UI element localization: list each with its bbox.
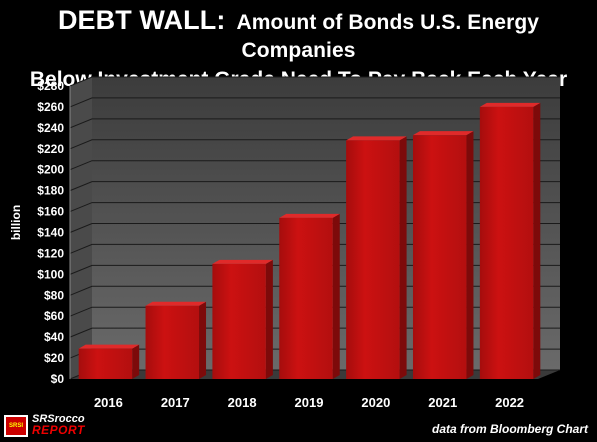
bar-2019 bbox=[279, 217, 333, 379]
y-axis-label: billion bbox=[9, 205, 23, 240]
y-tick-label: $0 bbox=[51, 372, 65, 386]
bar-top bbox=[479, 102, 541, 107]
bar-side bbox=[533, 102, 541, 379]
y-tick-label: $280 bbox=[37, 79, 64, 93]
bar-top bbox=[346, 136, 407, 141]
y-tick-label: $40 bbox=[44, 330, 64, 344]
bar-2022 bbox=[479, 106, 534, 379]
y-tick-label: $180 bbox=[37, 184, 64, 198]
x-tick-label: 2020 bbox=[361, 395, 390, 410]
srsrocco-logo: SRSI SRSrocco REPORT bbox=[4, 414, 120, 438]
y-tick-label: $140 bbox=[37, 226, 64, 240]
y-tick-label: $100 bbox=[37, 267, 64, 281]
bar-top bbox=[279, 213, 340, 218]
x-tick-label: 2022 bbox=[495, 395, 524, 410]
y-tick-label: $160 bbox=[37, 205, 64, 219]
bar-2021 bbox=[412, 135, 467, 379]
title-debt-wall: DEBT WALL: bbox=[57, 5, 226, 35]
x-tick-label: 2018 bbox=[228, 395, 257, 410]
bar-top bbox=[412, 131, 474, 136]
bar-side bbox=[265, 259, 273, 379]
logo-text: SRSrocco REPORT bbox=[32, 413, 85, 437]
title-line-1-text: Amount of Bonds U.S. Energy Companies bbox=[236, 11, 540, 62]
bar-2020 bbox=[346, 140, 400, 379]
x-tick-label: 2016 bbox=[94, 395, 123, 410]
bar-side bbox=[332, 213, 340, 379]
source-note: data from Bloomberg Chart bbox=[431, 422, 588, 436]
bar-2017 bbox=[145, 305, 200, 379]
x-tick-label: 2021 bbox=[428, 395, 457, 410]
bar-side bbox=[399, 136, 407, 379]
bar-side bbox=[466, 131, 474, 379]
y-tick-label: $260 bbox=[37, 100, 64, 114]
y-tick-label: $200 bbox=[37, 163, 64, 177]
gridline bbox=[69, 97, 560, 108]
y-tick-label: $120 bbox=[37, 246, 64, 260]
y-tick-label: $80 bbox=[44, 288, 64, 302]
bar-2018 bbox=[212, 263, 266, 379]
bar-2016 bbox=[78, 348, 133, 379]
y-tick-label: $60 bbox=[44, 309, 64, 323]
bar-top bbox=[145, 301, 207, 306]
x-tick-label: 2017 bbox=[161, 395, 190, 410]
bar-top bbox=[212, 259, 273, 264]
logo-mark: SRSI bbox=[4, 415, 28, 437]
gridline bbox=[69, 118, 560, 129]
y-tick-label: $220 bbox=[37, 142, 64, 156]
title-line-1: DEBT WALL: Amount of Bonds U.S. Energy C… bbox=[0, 6, 597, 65]
bar-side bbox=[199, 301, 207, 379]
y-tick-label: $240 bbox=[37, 121, 64, 135]
bar-side bbox=[132, 344, 140, 379]
y-tick-label: $20 bbox=[44, 351, 64, 365]
x-tick-label: 2019 bbox=[295, 395, 324, 410]
gridline bbox=[69, 76, 560, 87]
bar-top bbox=[78, 344, 140, 349]
